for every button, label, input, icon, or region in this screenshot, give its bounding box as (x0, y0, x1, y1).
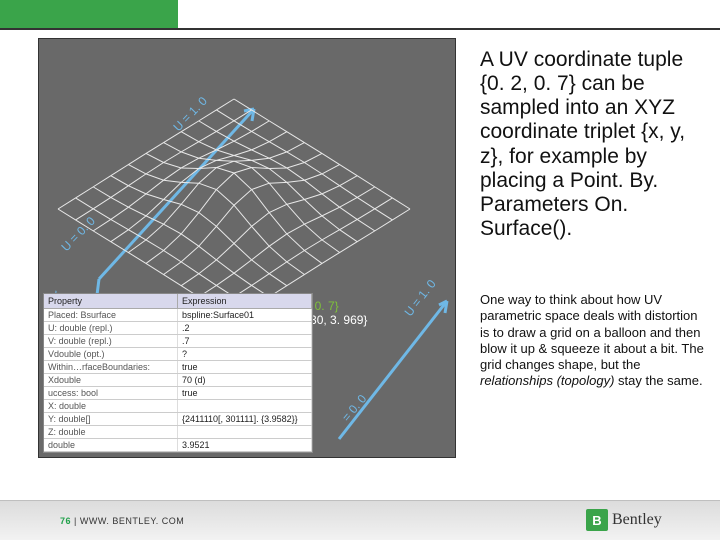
property-panel: Property Expression Placed: Bsurfacebspl… (43, 293, 313, 453)
brand: B Bentley (586, 506, 696, 534)
footer-url: WWW. BENTLEY. COM (80, 516, 184, 526)
property-panel-header: Property Expression (44, 294, 312, 309)
sub-a: One way to think about how UV parametric… (480, 292, 704, 372)
sub-b: relationships (topology) (480, 373, 614, 388)
property-row: U: double (repl.).2 (44, 322, 312, 335)
property-row: Placed: Bsurfacebspline:Surface01 (44, 309, 312, 322)
property-row: Z: double (44, 426, 312, 439)
page-sep: | (71, 516, 80, 526)
sub-text: One way to think about how UV parametric… (480, 292, 708, 390)
property-row: Vdouble (opt.)? (44, 348, 312, 361)
page-number: 76 (60, 516, 71, 526)
figure: ● UV = {0. 2, 0. 7} XYZ = {70, 30, 3. 96… (38, 38, 456, 458)
property-row: Xdouble70 (d) (44, 374, 312, 387)
brand-logo-icon: B (586, 509, 608, 531)
header-rule (0, 28, 720, 30)
main-text: A UV coordinate tuple {0. 2, 0. 7} can b… (480, 48, 710, 241)
page-label: 76 | WWW. BENTLEY. COM (60, 516, 184, 526)
col-property: Property (44, 294, 178, 308)
property-row: Within…rfaceBoundaries:true (44, 361, 312, 374)
col-expression: Expression (178, 294, 312, 308)
slide: ● UV = {0. 2, 0. 7} XYZ = {70, 30, 3. 96… (0, 0, 720, 540)
property-row: uccess: booltrue (44, 387, 312, 400)
brand-text: Bentley (612, 511, 662, 529)
property-row: Y: double[]{2411110[, 301111]. {3.9582}} (44, 413, 312, 426)
property-row: double3.9521 (44, 439, 312, 452)
header-accent (0, 0, 178, 28)
property-row: X: double (44, 400, 312, 413)
sub-c: stay the same. (614, 373, 702, 388)
property-row: V: double (repl.).7 (44, 335, 312, 348)
